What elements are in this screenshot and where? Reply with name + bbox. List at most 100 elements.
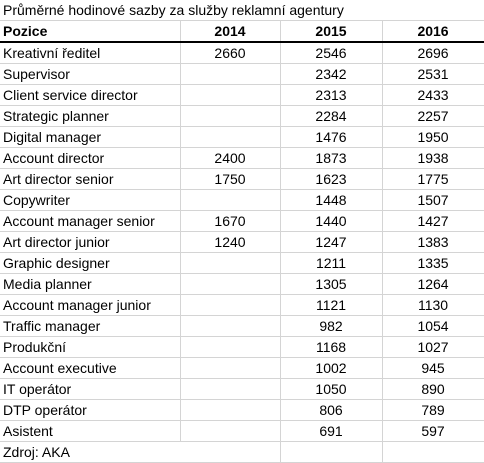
header-2015[interactable]: 2015: [280, 20, 383, 43]
header-2016[interactable]: 2016: [382, 20, 484, 43]
cell-2015[interactable]: 806: [280, 399, 383, 421]
cell-2016[interactable]: 597: [382, 420, 484, 442]
cell-2016[interactable]: 1335: [382, 252, 484, 274]
table-row: Produkční 1168 1027: [0, 336, 484, 358]
cell-2016[interactable]: 1507: [382, 189, 484, 211]
cell-2014[interactable]: [180, 252, 281, 274]
cell-2014[interactable]: 1750: [180, 168, 281, 190]
cell-position[interactable]: Traffic manager: [0, 315, 181, 337]
table-row: Traffic manager 982 1054: [0, 315, 484, 337]
title-row: Průměrné hodinové sazby za služby reklam…: [0, 0, 484, 21]
cell-2016[interactable]: 1054: [382, 315, 484, 337]
cell-2016[interactable]: 1264: [382, 273, 484, 295]
cell-2015[interactable]: 2546: [280, 42, 383, 64]
table-row: Account director 2400 1873 1938: [0, 147, 484, 169]
cell-2015[interactable]: 1168: [280, 336, 383, 358]
cell-2015[interactable]: 2342: [280, 63, 383, 85]
empty-cell[interactable]: [280, 441, 383, 463]
cell-2016[interactable]: 2257: [382, 105, 484, 127]
cell-position[interactable]: Strategic planner: [0, 105, 181, 127]
cell-2014[interactable]: 2660: [180, 42, 281, 64]
cell-2015[interactable]: 1121: [280, 294, 383, 316]
table-row: Asistent 691 597: [0, 420, 484, 442]
cell-position[interactable]: IT operátor: [0, 378, 181, 400]
cell-position[interactable]: Graphic designer: [0, 252, 181, 274]
cell-2015[interactable]: 1211: [280, 252, 383, 274]
table-row: DTP operátor 806 789: [0, 399, 484, 421]
cell-2014[interactable]: [180, 336, 281, 358]
cell-2014[interactable]: [180, 105, 281, 127]
cell-2014[interactable]: 1670: [180, 210, 281, 232]
table-row: Copywriter 1448 1507: [0, 189, 484, 211]
cell-2014[interactable]: [180, 189, 281, 211]
cell-2015[interactable]: 1448: [280, 189, 383, 211]
cell-2015[interactable]: 1247: [280, 231, 383, 253]
cell-2016[interactable]: 890: [382, 378, 484, 400]
cell-position[interactable]: Kreativní ředitel: [0, 42, 181, 64]
table-title[interactable]: Průměrné hodinové sazby za služby reklam…: [0, 0, 383, 21]
cell-2016[interactable]: 2433: [382, 84, 484, 106]
cell-2016[interactable]: 1027: [382, 336, 484, 358]
cell-position[interactable]: Copywriter: [0, 189, 181, 211]
empty-cell[interactable]: [382, 0, 484, 21]
cell-2014[interactable]: [180, 294, 281, 316]
table-row: Media planner 1305 1264: [0, 273, 484, 295]
cell-2014[interactable]: [180, 357, 281, 379]
cell-position[interactable]: Account director: [0, 147, 181, 169]
cell-position[interactable]: Client service director: [0, 84, 181, 106]
cell-2015[interactable]: 1476: [280, 126, 383, 148]
table-row: Art director senior 1750 1623 1775: [0, 168, 484, 190]
cell-2014[interactable]: 1240: [180, 231, 281, 253]
cell-2016[interactable]: 1775: [382, 168, 484, 190]
cell-position[interactable]: Account executive: [0, 357, 181, 379]
cell-2015[interactable]: 1623: [280, 168, 383, 190]
cell-2016[interactable]: 1950: [382, 126, 484, 148]
header-position[interactable]: Pozice: [0, 20, 181, 43]
cell-2014[interactable]: [180, 378, 281, 400]
source-note[interactable]: Zdroj: AKA: [0, 441, 180, 463]
cell-position[interactable]: Supervisor: [0, 63, 181, 85]
cell-2016[interactable]: 2696: [382, 42, 484, 64]
cell-2015[interactable]: 1873: [280, 147, 383, 169]
cell-2014[interactable]: [180, 315, 281, 337]
cell-position[interactable]: Account manager junior: [0, 294, 181, 316]
cell-2015[interactable]: 691: [280, 420, 383, 442]
cell-2015[interactable]: 2284: [280, 105, 383, 127]
cell-position[interactable]: Digital manager: [0, 126, 181, 148]
table-row: Digital manager 1476 1950: [0, 126, 484, 148]
cell-2015[interactable]: 1002: [280, 357, 383, 379]
cell-2016[interactable]: 1427: [382, 210, 484, 232]
cell-2015[interactable]: 1050: [280, 378, 383, 400]
cell-position[interactable]: Media planner: [0, 273, 181, 295]
empty-cell[interactable]: [180, 441, 281, 463]
cell-2014[interactable]: 2400: [180, 147, 281, 169]
cell-2016[interactable]: 2531: [382, 63, 484, 85]
cell-2014[interactable]: [180, 126, 281, 148]
cell-2016[interactable]: 1383: [382, 231, 484, 253]
cell-2016[interactable]: 789: [382, 399, 484, 421]
cell-position[interactable]: Produkční: [0, 336, 181, 358]
cell-position[interactable]: Art director senior: [0, 168, 181, 190]
cell-2014[interactable]: [180, 63, 281, 85]
cell-2014[interactable]: [180, 399, 281, 421]
cell-2015[interactable]: 1440: [280, 210, 383, 232]
table-row: Supervisor 2342 2531: [0, 63, 484, 85]
cell-2014[interactable]: [180, 273, 281, 295]
cell-2014[interactable]: [180, 420, 281, 442]
cell-2016[interactable]: 1938: [382, 147, 484, 169]
cell-position[interactable]: DTP operátor: [0, 399, 181, 421]
cell-position[interactable]: Asistent: [0, 420, 181, 442]
header-2014[interactable]: 2014: [180, 20, 281, 43]
cell-2015[interactable]: 982: [280, 315, 383, 337]
cell-position[interactable]: Art director junior: [0, 231, 181, 253]
empty-cell[interactable]: [382, 441, 484, 463]
cell-position[interactable]: Account manager senior: [0, 210, 181, 232]
cell-2016[interactable]: 1130: [382, 294, 484, 316]
cell-2015[interactable]: 1305: [280, 273, 383, 295]
table-row: Account executive 1002 945: [0, 357, 484, 379]
table-row: Art director junior 1240 1247 1383: [0, 231, 484, 253]
table-row: Strategic planner 2284 2257: [0, 105, 484, 127]
cell-2014[interactable]: [180, 84, 281, 106]
cell-2016[interactable]: 945: [382, 357, 484, 379]
cell-2015[interactable]: 2313: [280, 84, 383, 106]
